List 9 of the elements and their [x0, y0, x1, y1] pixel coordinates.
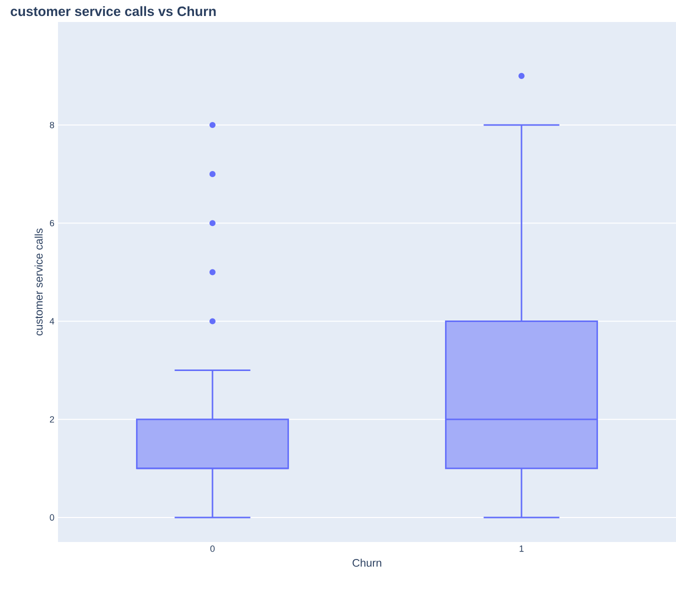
y-tick-label: 4: [50, 318, 54, 324]
y-axis-title: customer service calls: [34, 228, 43, 336]
x-tick-label: 1: [520, 546, 524, 552]
y-tick-label: 0: [50, 514, 54, 521]
y-tick-label: 8: [50, 122, 54, 128]
y-tick-label: 2: [50, 416, 54, 422]
x-axis-title: Churn: [352, 558, 382, 567]
y-tick-label: 6: [50, 220, 54, 226]
chart-title: customer service calls vs Churn: [10, 6, 216, 16]
